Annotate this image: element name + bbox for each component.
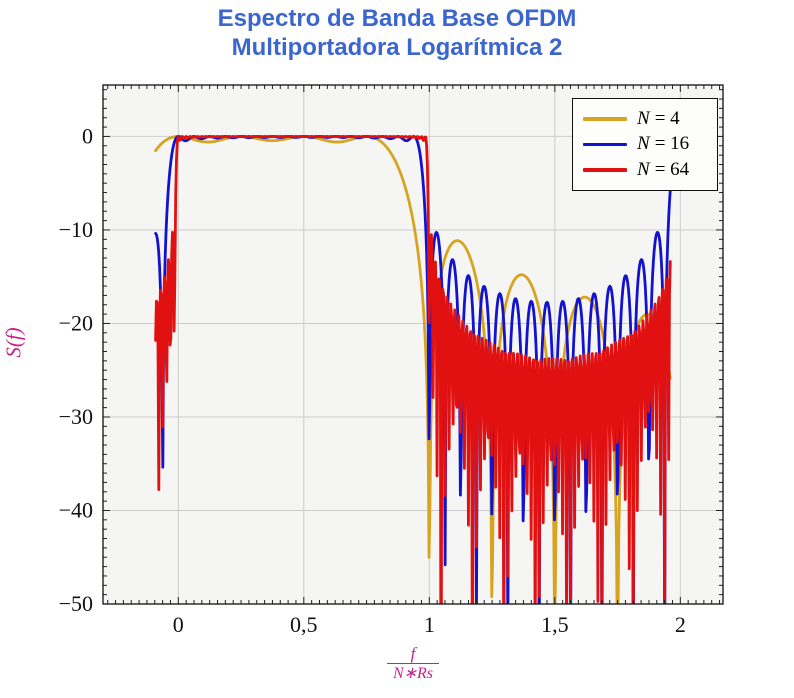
chart-subtitle: Multiportadora Logarítmica 2 [231, 34, 563, 61]
x-axis-label: f N∗Rs [363, 644, 463, 684]
y-tick-label: −30 [59, 404, 93, 429]
y-tick-label: −10 [59, 217, 93, 242]
y-tick-label: −50 [59, 591, 93, 616]
x-tick-label: 0,5 [290, 612, 318, 637]
legend-color-swatch-n4 [583, 117, 627, 121]
x-tick-label: 2 [675, 612, 686, 637]
curves-group [154, 135, 672, 604]
chart-title: Espectro de Banda Base OFDM [217, 5, 577, 32]
legend-item-n4: N = 4 [583, 108, 707, 130]
x-axis-label-denominator: N∗Rs [386, 663, 440, 684]
series-curve-n=64 [154, 135, 672, 604]
legend-series-symbol: N [637, 159, 650, 181]
x-tick-label: 1 [424, 612, 435, 637]
legend-color-swatch-n16 [583, 142, 627, 147]
legend-series-symbol: N [637, 133, 650, 155]
legend-color-swatch-n64 [583, 168, 627, 172]
legend-series-symbol: N [637, 107, 650, 129]
y-tick-label: −20 [59, 310, 93, 335]
legend-series-value: = 4 [654, 107, 680, 129]
legend-item-n64: N = 64 [583, 159, 707, 181]
x-tick-label: 0 [173, 612, 184, 637]
y-tick-label: −40 [59, 497, 93, 522]
legend-item-n16: N = 16 [583, 133, 707, 155]
y-axis-label: S(f) [1, 327, 26, 358]
axis-border [102, 84, 724, 605]
legend: N = 4 N = 16 N = 64 [572, 98, 718, 191]
legend-series-value: = 64 [654, 159, 690, 181]
chart-title-block: Espectro de Banda Base OFDM Multiportado… [0, 4, 794, 62]
y-tick-label: 0 [82, 123, 93, 148]
x-tick-label: 1,5 [541, 612, 569, 637]
x-axis-label-numerator: f [410, 644, 416, 663]
legend-series-value: = 16 [654, 133, 690, 155]
